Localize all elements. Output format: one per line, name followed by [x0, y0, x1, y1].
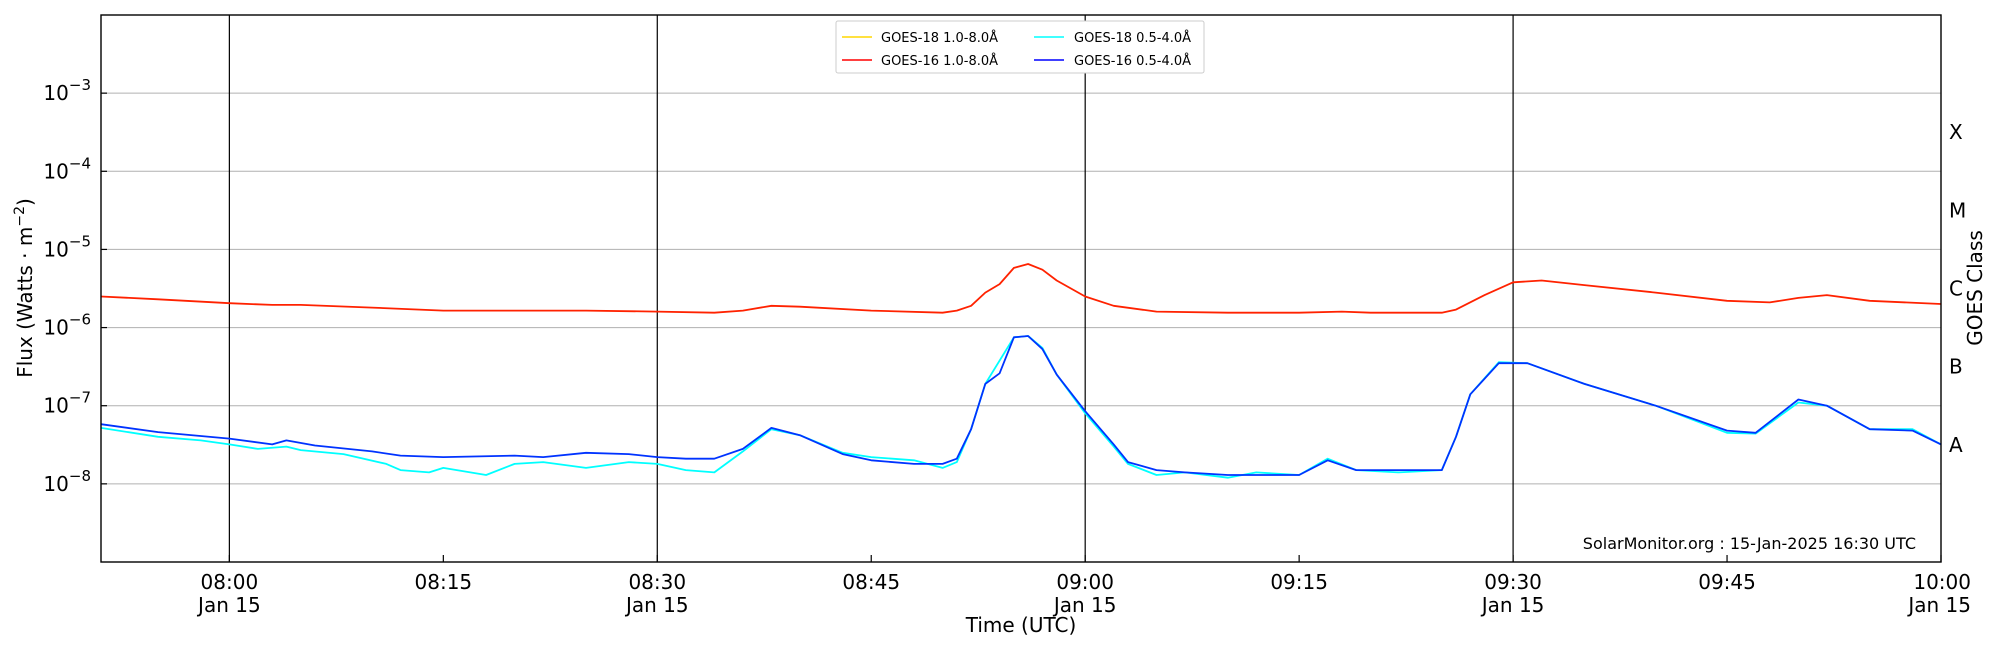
- x-axis-title: Time (UTC): [965, 613, 1077, 637]
- x-tick-date-label: Jan 15: [196, 593, 261, 617]
- x-tick-label: 09:15: [1270, 570, 1328, 594]
- series-line-goes-18-0-5-4-0: [100, 335, 1942, 479]
- y-axis-title: Flux (Watts · m−2): [12, 198, 37, 378]
- series-line-goes-16-0-5-4-0: [100, 335, 1942, 476]
- x-tick-label: 09:30: [1484, 570, 1542, 594]
- legend-label-goes18-short: GOES-18 0.5-4.0Å: [1074, 30, 1191, 46]
- series-lines: [100, 263, 1942, 479]
- legend-label-goes16-long: GOES-16 1.0-8.0Å: [881, 53, 998, 69]
- goes-class-axis-title: GOES Class: [1963, 230, 1987, 346]
- x-tick-date-label: Jan 15: [1052, 593, 1117, 617]
- goes-class-labels: X M C B A: [1949, 120, 1966, 457]
- goes-class-x: X: [1949, 120, 1963, 144]
- y-axis-title-main: Flux (Watts · m: [13, 227, 37, 378]
- y-axis-ticks: 10−3 10−4 10−5 10−6 10−7 10−8: [43, 76, 107, 496]
- vertical-day-lines: [228, 15, 1514, 562]
- y-tick-label: 10−5: [43, 232, 91, 261]
- y-tick-label: 10−8: [43, 467, 91, 496]
- legend-label-goes18-long: GOES-18 1.0-8.0Å: [881, 30, 998, 46]
- series-line-goes-16-1-0-8-0: [100, 263, 1942, 314]
- plot-area-frame: [100, 14, 1942, 563]
- x-tick-date-label: Jan 15: [624, 593, 689, 617]
- y-axis-title-close: ): [13, 198, 37, 206]
- legend-box: [835, 20, 1205, 74]
- y-axis-title-exponent: −2: [12, 206, 28, 227]
- goes-class-a: A: [1949, 433, 1963, 457]
- y-tick-label: 10−7: [43, 389, 91, 418]
- x-tick-label: 10:00: [1913, 570, 1971, 594]
- x-tick-date-label: Jan 15: [1906, 593, 1971, 617]
- goes-class-b: B: [1949, 355, 1963, 379]
- x-tick-label: 08:15: [415, 570, 473, 594]
- goes-class-m: M: [1949, 198, 1966, 222]
- horizontal-grid: [101, 92, 1941, 485]
- x-tick-label: 08:00: [201, 570, 259, 594]
- legend-label-goes16-short: GOES-16 0.5-4.0Å: [1074, 53, 1191, 69]
- y-tick-label: 10−3: [43, 76, 91, 105]
- solarmonitor-annotation: SolarMonitor.org : 15-Jan-2025 16:30 UTC: [1583, 534, 1916, 553]
- x-tick-label: 08:30: [628, 570, 686, 594]
- legend: GOES-18 1.0-8.0Å GOES-16 1.0-8.0Å GOES-1…: [835, 20, 1205, 74]
- x-tick-label: 08:45: [842, 570, 900, 594]
- x-tick-label: 09:00: [1056, 570, 1114, 594]
- x-tick-label: 09:45: [1698, 570, 1756, 594]
- goes-class-c: C: [1949, 277, 1963, 301]
- x-tick-date-label: Jan 15: [1480, 593, 1545, 617]
- y-tick-label: 10−4: [43, 154, 91, 183]
- y-tick-label: 10−6: [43, 311, 91, 340]
